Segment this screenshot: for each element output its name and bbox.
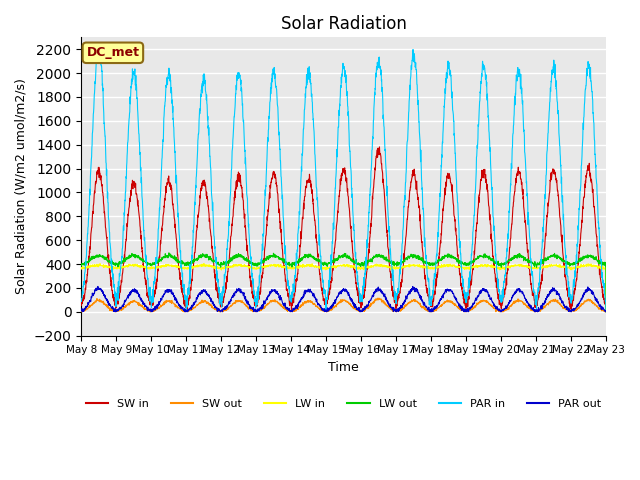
Legend: SW in, SW out, LW in, LW out, PAR in, PAR out: SW in, SW out, LW in, LW out, PAR in, PA… [81,395,606,414]
Title: Solar Radiation: Solar Radiation [281,15,406,33]
Y-axis label: Solar Radiation (W/m2 umol/m2/s): Solar Radiation (W/m2 umol/m2/s) [15,79,28,294]
Text: DC_met: DC_met [86,46,140,60]
X-axis label: Time: Time [328,361,359,374]
